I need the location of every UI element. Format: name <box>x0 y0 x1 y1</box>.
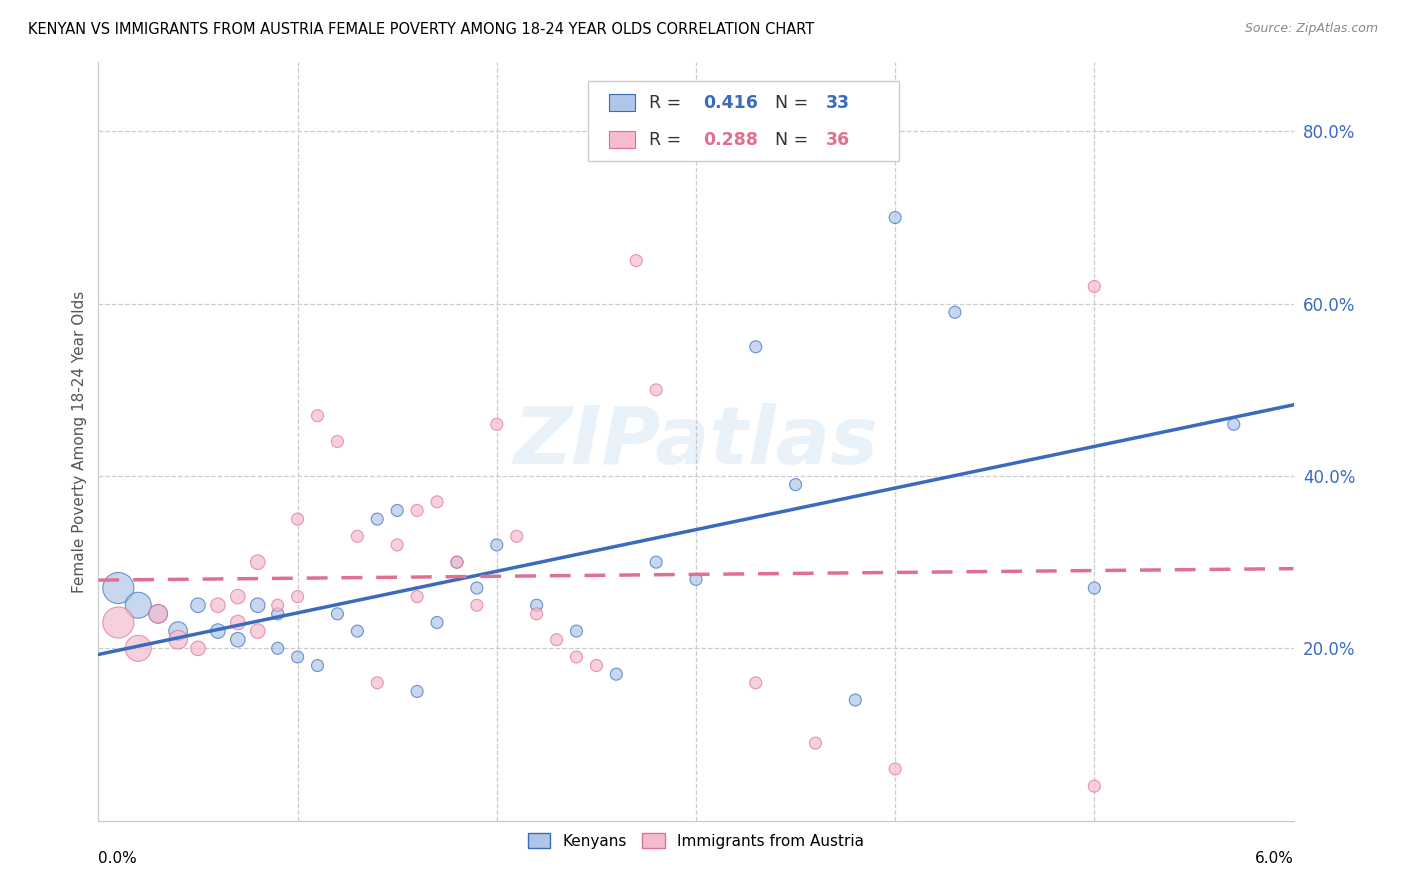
Text: 0.0%: 0.0% <box>98 851 138 866</box>
Point <box>446 555 468 569</box>
Legend: Kenyans, Immigrants from Austria: Kenyans, Immigrants from Austria <box>522 827 870 855</box>
Point <box>485 538 508 552</box>
Point <box>246 599 269 613</box>
Point <box>565 624 588 639</box>
Point <box>426 615 449 630</box>
Point <box>446 555 468 569</box>
Point <box>785 477 807 491</box>
Point <box>107 615 129 630</box>
Point <box>226 590 249 604</box>
Point <box>426 495 449 509</box>
Point <box>287 649 309 664</box>
Point <box>127 641 149 656</box>
Text: 0.416: 0.416 <box>703 94 758 112</box>
Point <box>1083 279 1105 293</box>
Point <box>745 675 768 690</box>
Text: N =: N = <box>775 131 814 149</box>
Text: 0.288: 0.288 <box>703 131 758 149</box>
Text: N =: N = <box>775 94 814 112</box>
Point <box>526 599 548 613</box>
Point <box>844 693 866 707</box>
Point <box>1223 417 1246 432</box>
Text: R =: R = <box>650 131 688 149</box>
Point <box>326 607 349 621</box>
Point <box>406 590 429 604</box>
Point <box>246 624 269 639</box>
Point <box>884 211 907 225</box>
Point <box>307 409 329 423</box>
Point <box>546 632 568 647</box>
Text: 33: 33 <box>827 94 851 112</box>
Point <box>465 581 488 595</box>
FancyBboxPatch shape <box>609 95 636 111</box>
Point <box>226 632 249 647</box>
FancyBboxPatch shape <box>609 131 636 148</box>
Point <box>804 736 827 750</box>
Point <box>585 658 607 673</box>
Point <box>267 599 290 613</box>
Point <box>685 573 707 587</box>
Point <box>465 599 488 613</box>
Point <box>605 667 627 681</box>
Point <box>346 529 368 543</box>
Point <box>187 599 209 613</box>
Text: Source: ZipAtlas.com: Source: ZipAtlas.com <box>1244 22 1378 36</box>
Text: ZIPatlas: ZIPatlas <box>513 402 879 481</box>
Point <box>884 762 907 776</box>
Point <box>943 305 966 319</box>
Point <box>287 590 309 604</box>
Point <box>226 615 249 630</box>
Point <box>287 512 309 526</box>
Y-axis label: Female Poverty Among 18-24 Year Olds: Female Poverty Among 18-24 Year Olds <box>72 291 87 592</box>
Point <box>1083 779 1105 793</box>
Point <box>307 658 329 673</box>
Point <box>1083 581 1105 595</box>
Point <box>167 632 190 647</box>
Point <box>506 529 529 543</box>
Text: R =: R = <box>650 94 688 112</box>
Point <box>385 503 409 517</box>
Text: 36: 36 <box>827 131 851 149</box>
Point <box>745 340 768 354</box>
Point <box>626 253 648 268</box>
Point <box>565 649 588 664</box>
Point <box>267 641 290 656</box>
Point <box>148 607 170 621</box>
FancyBboxPatch shape <box>589 81 900 161</box>
Point <box>187 641 209 656</box>
Point <box>485 417 508 432</box>
Point <box>526 607 548 621</box>
Point <box>406 684 429 698</box>
Point <box>385 538 409 552</box>
Point <box>645 555 668 569</box>
Point <box>167 624 190 639</box>
Point <box>645 383 668 397</box>
Text: KENYAN VS IMMIGRANTS FROM AUSTRIA FEMALE POVERTY AMONG 18-24 YEAR OLDS CORRELATI: KENYAN VS IMMIGRANTS FROM AUSTRIA FEMALE… <box>28 22 814 37</box>
Point <box>207 624 229 639</box>
Point <box>148 607 170 621</box>
Point <box>366 512 388 526</box>
Point <box>207 599 229 613</box>
Point <box>406 503 429 517</box>
Point <box>346 624 368 639</box>
Text: 6.0%: 6.0% <box>1254 851 1294 866</box>
Point <box>127 599 149 613</box>
Point <box>246 555 269 569</box>
Point <box>267 607 290 621</box>
Point <box>366 675 388 690</box>
Point <box>326 434 349 449</box>
Point <box>107 581 129 595</box>
